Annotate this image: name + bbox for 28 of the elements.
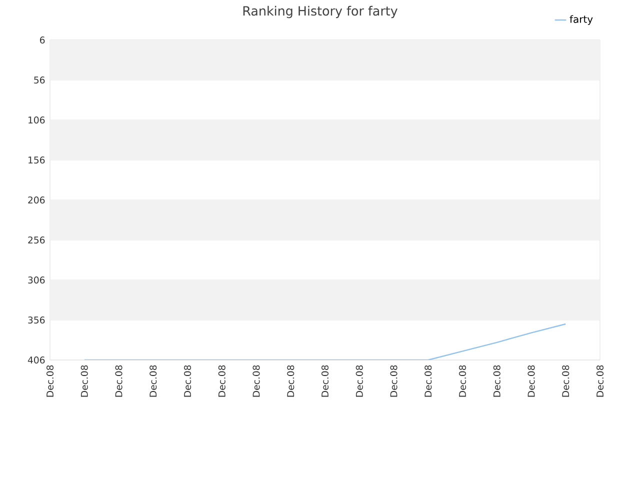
y-tick-label: 356 [28,316,45,324]
x-tick-label: Dec.08 [184,365,192,397]
x-tick-label: Dec.08 [218,365,226,397]
x-tick-label: Dec.08 [596,365,604,397]
x-tick-label: Dec.08 [390,365,398,397]
x-tick-label: Dec.08 [424,365,432,397]
x-tick-label: Dec.08 [321,365,329,397]
y-tick-label: 6 [40,36,45,44]
y-tick-label: 156 [28,156,45,164]
x-tick-label: Dec.08 [115,365,122,397]
x-tick-label: Dec.08 [493,365,500,397]
x-tick-label: Dec.08 [80,365,88,397]
x-tick-label: Dec.08 [150,365,157,397]
y-tick-label: 406 [28,356,45,364]
x-tick-label: Dec.08 [287,365,294,397]
y-tick-label: 256 [28,236,45,244]
y-tick-label: 56 [34,76,45,84]
y-tick-label: 306 [28,276,45,284]
x-tick-label: Dec.08 [356,365,363,397]
x-tick-label: Dec.08 [46,365,54,397]
x-tick-label: Dec.08 [562,365,570,397]
x-tick-label: Dec.08 [458,365,466,397]
x-tick-label: Dec.08 [528,365,535,397]
y-tick-label: 106 [28,116,45,124]
chart-title: Ranking History for farty [243,6,398,18]
legend-label: farty [570,15,593,25]
x-tick-label: Dec.08 [252,365,260,397]
y-tick-label: 206 [28,196,45,204]
